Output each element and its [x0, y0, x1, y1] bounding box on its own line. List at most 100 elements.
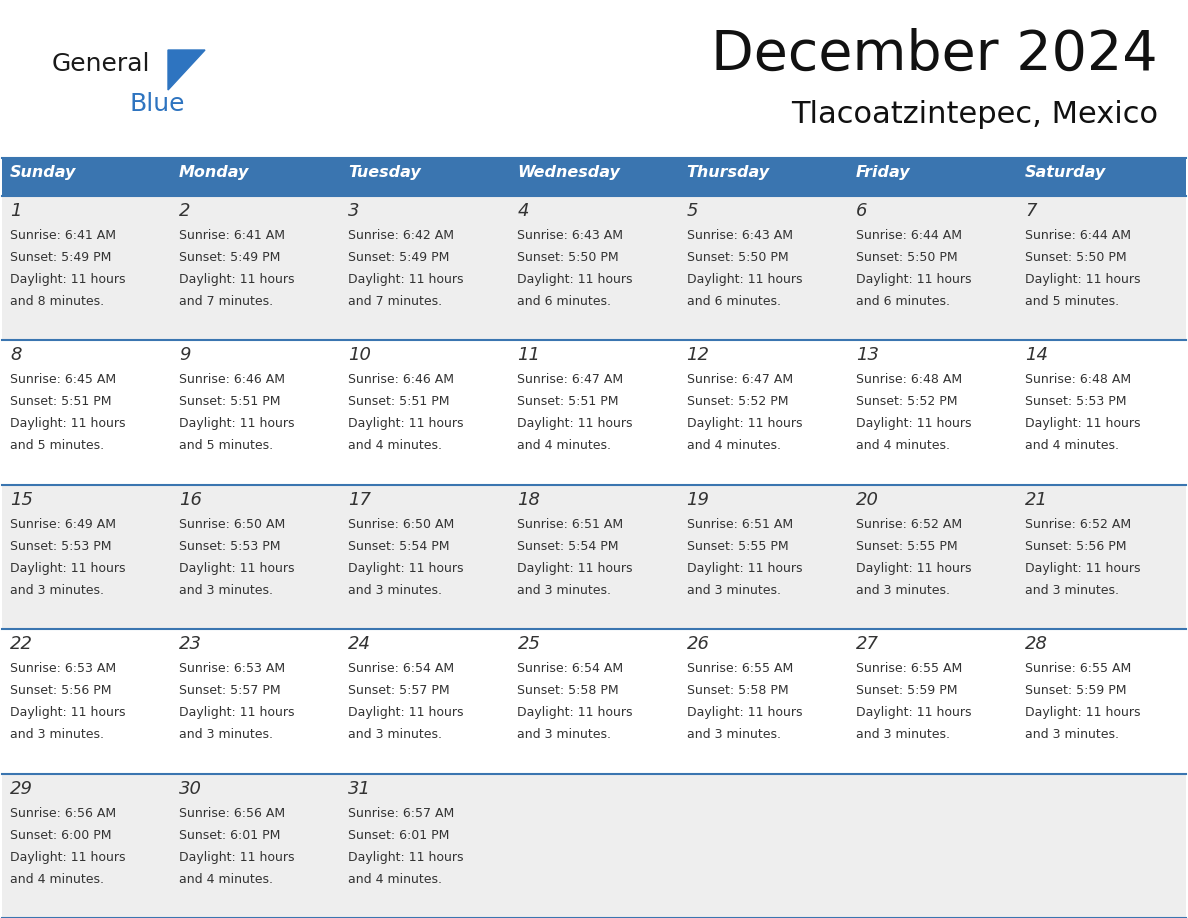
Text: and 4 minutes.: and 4 minutes.: [855, 440, 949, 453]
Text: Daylight: 11 hours: Daylight: 11 hours: [348, 706, 463, 719]
Text: and 5 minutes.: and 5 minutes.: [179, 440, 273, 453]
Text: Daylight: 11 hours: Daylight: 11 hours: [855, 706, 972, 719]
Text: Daylight: 11 hours: Daylight: 11 hours: [687, 562, 802, 575]
Text: Tlacoatzintepec, Mexico: Tlacoatzintepec, Mexico: [791, 100, 1158, 129]
Text: and 4 minutes.: and 4 minutes.: [687, 440, 781, 453]
Text: and 3 minutes.: and 3 minutes.: [687, 728, 781, 741]
Text: and 6 minutes.: and 6 minutes.: [855, 295, 949, 308]
Text: Daylight: 11 hours: Daylight: 11 hours: [348, 562, 463, 575]
Text: and 6 minutes.: and 6 minutes.: [687, 295, 781, 308]
Text: and 3 minutes.: and 3 minutes.: [855, 584, 949, 597]
Text: Sunrise: 6:41 AM: Sunrise: 6:41 AM: [179, 229, 285, 242]
Text: and 3 minutes.: and 3 minutes.: [518, 728, 612, 741]
Text: and 3 minutes.: and 3 minutes.: [179, 584, 273, 597]
Text: Daylight: 11 hours: Daylight: 11 hours: [687, 273, 802, 286]
Text: Sunset: 5:51 PM: Sunset: 5:51 PM: [179, 396, 280, 409]
Text: Sunset: 5:51 PM: Sunset: 5:51 PM: [10, 396, 112, 409]
Text: Daylight: 11 hours: Daylight: 11 hours: [179, 851, 295, 864]
Text: Daylight: 11 hours: Daylight: 11 hours: [518, 562, 633, 575]
Text: Daylight: 11 hours: Daylight: 11 hours: [687, 706, 802, 719]
Text: Sunrise: 6:55 AM: Sunrise: 6:55 AM: [687, 662, 792, 676]
Text: and 4 minutes.: and 4 minutes.: [10, 873, 105, 886]
Text: 20: 20: [855, 491, 879, 509]
Text: Sunset: 5:56 PM: Sunset: 5:56 PM: [1025, 540, 1126, 553]
Text: 3: 3: [348, 202, 360, 220]
Text: Sunrise: 6:56 AM: Sunrise: 6:56 AM: [10, 807, 116, 820]
Text: Sunrise: 6:53 AM: Sunrise: 6:53 AM: [179, 662, 285, 676]
Text: Sunset: 5:58 PM: Sunset: 5:58 PM: [687, 684, 788, 697]
Text: Sunset: 5:52 PM: Sunset: 5:52 PM: [687, 396, 788, 409]
Bar: [2, 341, 1186, 485]
Text: Sunset: 6:00 PM: Sunset: 6:00 PM: [10, 829, 112, 842]
Text: Daylight: 11 hours: Daylight: 11 hours: [179, 562, 295, 575]
Text: Sunset: 5:50 PM: Sunset: 5:50 PM: [855, 251, 958, 264]
Text: and 7 minutes.: and 7 minutes.: [348, 295, 442, 308]
Text: Daylight: 11 hours: Daylight: 11 hours: [10, 418, 126, 431]
Text: 2: 2: [179, 202, 190, 220]
Text: 23: 23: [179, 635, 202, 654]
Text: Daylight: 11 hours: Daylight: 11 hours: [179, 706, 295, 719]
Text: Daylight: 11 hours: Daylight: 11 hours: [10, 851, 126, 864]
Polygon shape: [168, 50, 206, 90]
Text: Daylight: 11 hours: Daylight: 11 hours: [348, 273, 463, 286]
Text: Daylight: 11 hours: Daylight: 11 hours: [179, 418, 295, 431]
Text: Sunrise: 6:54 AM: Sunrise: 6:54 AM: [518, 662, 624, 676]
Text: 5: 5: [687, 202, 699, 220]
Text: Sunrise: 6:47 AM: Sunrise: 6:47 AM: [518, 374, 624, 386]
Text: and 3 minutes.: and 3 minutes.: [10, 584, 105, 597]
Text: Sunset: 5:51 PM: Sunset: 5:51 PM: [518, 396, 619, 409]
Text: 1: 1: [10, 202, 21, 220]
Text: Sunset: 5:49 PM: Sunset: 5:49 PM: [179, 251, 280, 264]
Text: and 8 minutes.: and 8 minutes.: [10, 295, 105, 308]
Text: Sunrise: 6:44 AM: Sunrise: 6:44 AM: [1025, 229, 1131, 242]
Text: Sunset: 5:55 PM: Sunset: 5:55 PM: [855, 540, 958, 553]
Text: Sunset: 5:51 PM: Sunset: 5:51 PM: [348, 396, 450, 409]
Text: 10: 10: [348, 346, 372, 364]
Text: Sunrise: 6:51 AM: Sunrise: 6:51 AM: [518, 518, 624, 531]
Text: Sunrise: 6:50 AM: Sunrise: 6:50 AM: [179, 518, 285, 531]
Text: Wednesday: Wednesday: [518, 165, 620, 180]
Text: Daylight: 11 hours: Daylight: 11 hours: [1025, 562, 1140, 575]
Text: 21: 21: [1025, 491, 1048, 509]
Text: 25: 25: [518, 635, 541, 654]
Text: Sunrise: 6:46 AM: Sunrise: 6:46 AM: [348, 374, 454, 386]
Text: and 5 minutes.: and 5 minutes.: [10, 440, 105, 453]
Text: 31: 31: [348, 779, 372, 798]
Bar: [2, 629, 1186, 774]
Text: Sunset: 6:01 PM: Sunset: 6:01 PM: [179, 829, 280, 842]
Text: 8: 8: [10, 346, 21, 364]
Text: Sunrise: 6:48 AM: Sunrise: 6:48 AM: [1025, 374, 1131, 386]
Text: 24: 24: [348, 635, 372, 654]
Text: Sunrise: 6:57 AM: Sunrise: 6:57 AM: [348, 807, 455, 820]
Text: Sunset: 5:54 PM: Sunset: 5:54 PM: [348, 540, 450, 553]
Text: Sunset: 5:50 PM: Sunset: 5:50 PM: [518, 251, 619, 264]
Text: Sunrise: 6:43 AM: Sunrise: 6:43 AM: [687, 229, 792, 242]
Text: Tuesday: Tuesday: [348, 165, 421, 180]
Text: and 3 minutes.: and 3 minutes.: [1025, 584, 1119, 597]
Text: Sunrise: 6:50 AM: Sunrise: 6:50 AM: [348, 518, 455, 531]
Text: Sunset: 5:54 PM: Sunset: 5:54 PM: [518, 540, 619, 553]
Text: Daylight: 11 hours: Daylight: 11 hours: [855, 418, 972, 431]
Text: Sunrise: 6:46 AM: Sunrise: 6:46 AM: [179, 374, 285, 386]
Text: Sunset: 5:53 PM: Sunset: 5:53 PM: [179, 540, 280, 553]
Bar: [2, 158, 1186, 196]
Text: 13: 13: [855, 346, 879, 364]
Text: and 7 minutes.: and 7 minutes.: [179, 295, 273, 308]
Bar: [2, 774, 1186, 918]
Text: and 4 minutes.: and 4 minutes.: [348, 440, 442, 453]
Text: Sunday: Sunday: [10, 165, 76, 180]
Text: Thursday: Thursday: [687, 165, 770, 180]
Text: Sunrise: 6:52 AM: Sunrise: 6:52 AM: [855, 518, 962, 531]
Text: and 3 minutes.: and 3 minutes.: [348, 728, 442, 741]
Text: Sunset: 5:59 PM: Sunset: 5:59 PM: [855, 684, 958, 697]
Text: Daylight: 11 hours: Daylight: 11 hours: [687, 418, 802, 431]
Text: Daylight: 11 hours: Daylight: 11 hours: [1025, 706, 1140, 719]
Text: Sunset: 5:50 PM: Sunset: 5:50 PM: [687, 251, 788, 264]
Text: Friday: Friday: [855, 165, 910, 180]
Text: and 5 minutes.: and 5 minutes.: [1025, 295, 1119, 308]
Text: and 3 minutes.: and 3 minutes.: [179, 728, 273, 741]
Text: Sunset: 6:01 PM: Sunset: 6:01 PM: [348, 829, 450, 842]
Text: Sunset: 5:59 PM: Sunset: 5:59 PM: [1025, 684, 1126, 697]
Text: Sunrise: 6:51 AM: Sunrise: 6:51 AM: [687, 518, 792, 531]
Text: and 4 minutes.: and 4 minutes.: [179, 873, 273, 886]
